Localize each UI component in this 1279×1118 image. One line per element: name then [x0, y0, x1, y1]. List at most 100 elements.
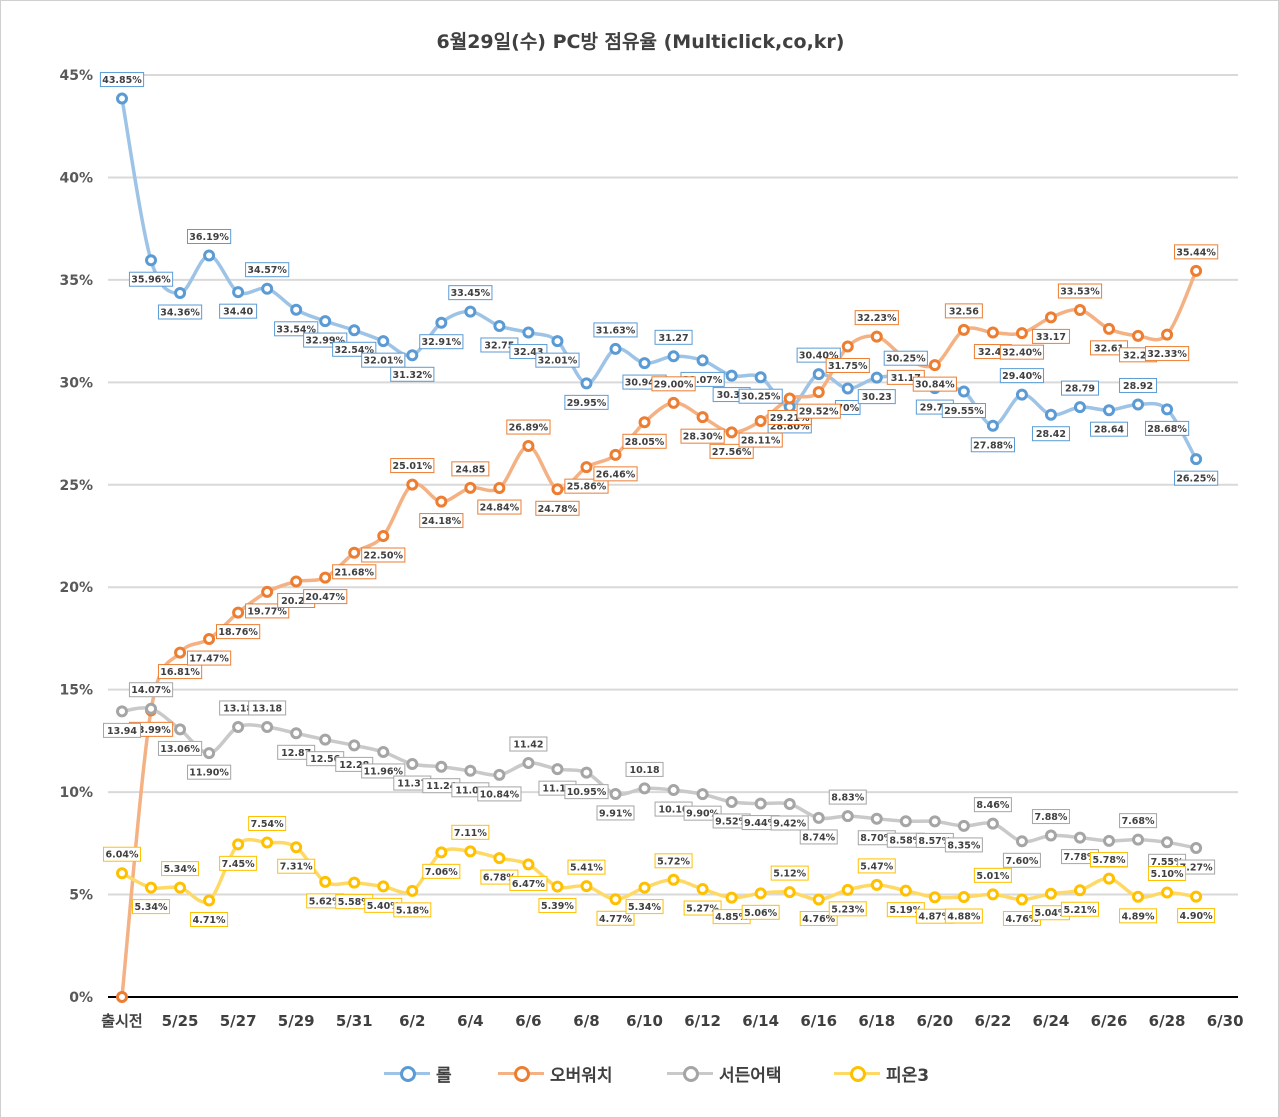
data-point — [1161, 403, 1174, 416]
data-point — [725, 795, 738, 808]
x-tick-label: 6/16 — [800, 1012, 837, 1030]
data-point — [754, 415, 767, 428]
data-point — [783, 392, 796, 405]
data-point — [1103, 834, 1116, 847]
data-point — [174, 646, 187, 659]
data-label: 11.12 — [542, 784, 572, 795]
data-point — [899, 884, 912, 897]
data-label: 6.47% — [512, 879, 545, 890]
data-point — [609, 787, 622, 800]
data-label: 26.46% — [596, 469, 636, 480]
data-label: 5.19% — [889, 905, 922, 916]
data-label-box — [186, 650, 232, 666]
data-point — [1103, 404, 1116, 417]
x-tick-label: 5/29 — [278, 1012, 315, 1030]
data-label: 5.58% — [338, 897, 371, 908]
data-label: 8.70% — [860, 833, 893, 844]
data-point — [232, 838, 245, 851]
data-label: 30.23 — [862, 392, 892, 403]
data-point — [1132, 329, 1145, 342]
data-label-box — [1119, 908, 1158, 924]
data-point — [348, 739, 361, 752]
x-tick-label: 5/27 — [220, 1012, 257, 1030]
data-point — [957, 323, 970, 336]
data-label: 30.33 — [717, 390, 747, 401]
data-point — [1190, 890, 1203, 903]
data-label-box — [770, 865, 809, 881]
data-label: 4.90% — [1180, 911, 1213, 922]
data-label: 36.19% — [189, 232, 229, 243]
data-point — [754, 797, 767, 810]
data-point — [493, 482, 506, 495]
data-label: 12.56 — [310, 754, 340, 765]
data-label: 24.78% — [538, 504, 578, 515]
data-label: 24.18% — [422, 516, 462, 527]
data-label: 9.44% — [744, 818, 777, 829]
data-point — [116, 991, 128, 1003]
data-label: 9.52% — [715, 816, 748, 827]
data-label-box — [1090, 421, 1129, 437]
data-label: 32.23% — [857, 313, 897, 324]
data-label: 28.05% — [625, 437, 665, 448]
data-label-box — [683, 805, 722, 821]
data-point — [986, 817, 999, 830]
data-point — [667, 873, 680, 886]
data-label: 4.85% — [715, 912, 748, 923]
data-label-box — [361, 547, 406, 563]
data-point — [696, 354, 709, 367]
data-point — [638, 357, 651, 370]
data-label: 17.47% — [189, 654, 229, 665]
data-label-box — [651, 376, 696, 392]
data-label: 13.06% — [160, 744, 200, 755]
data-label: 31.17 — [891, 373, 921, 384]
data-label-box — [390, 366, 435, 382]
data-label-box — [741, 904, 780, 920]
x-tick-label: 6/26 — [1091, 1012, 1128, 1030]
data-point — [1073, 884, 1086, 897]
data-label: 33.17 — [1036, 332, 1066, 343]
data-label: 29.21% — [770, 413, 810, 424]
data-label: 32.91% — [422, 337, 462, 348]
data-label: 5.34% — [628, 902, 661, 913]
y-tick-label: 30% — [59, 375, 93, 391]
data-label: 9.90% — [686, 809, 719, 820]
data-label: 32.56 — [949, 306, 979, 317]
data-point — [203, 633, 216, 646]
data-label: 26.89% — [509, 423, 549, 434]
data-point — [290, 841, 303, 854]
data-point — [232, 286, 245, 299]
x-tick-label: 6/14 — [742, 1012, 779, 1030]
data-label: 12.87 — [281, 748, 311, 759]
data-point — [435, 316, 448, 329]
data-point — [203, 747, 216, 760]
data-point — [1044, 887, 1057, 900]
data-point — [319, 733, 332, 746]
x-tick-label: 6/22 — [975, 1012, 1012, 1030]
data-point — [667, 396, 680, 409]
data-point — [841, 810, 854, 823]
data-label: 29.40% — [1002, 371, 1042, 382]
data-point — [580, 461, 593, 474]
legend-swatch-icon — [834, 1063, 880, 1083]
series-2 — [116, 264, 1203, 1003]
data-label: 28.11% — [741, 436, 781, 447]
data-point — [638, 782, 651, 795]
data-point — [522, 757, 535, 770]
data-point — [725, 369, 738, 382]
data-label: 5.41% — [570, 863, 603, 874]
data-point — [1015, 835, 1028, 848]
data-label-box — [361, 763, 406, 779]
data-label-box — [509, 875, 548, 891]
data-label: 30.84% — [915, 380, 955, 391]
data-point — [754, 887, 767, 900]
data-point — [551, 763, 564, 776]
data-label: 32.43 — [978, 347, 1008, 358]
data-label: 7.45% — [222, 859, 255, 870]
data-point — [406, 884, 419, 897]
data-label-box — [451, 461, 490, 477]
data-label: 16.81% — [160, 667, 200, 678]
data-label-box — [596, 805, 635, 821]
legend-swatch-icon — [384, 1063, 430, 1083]
data-label: 24.84% — [480, 503, 520, 514]
data-point — [725, 891, 738, 904]
